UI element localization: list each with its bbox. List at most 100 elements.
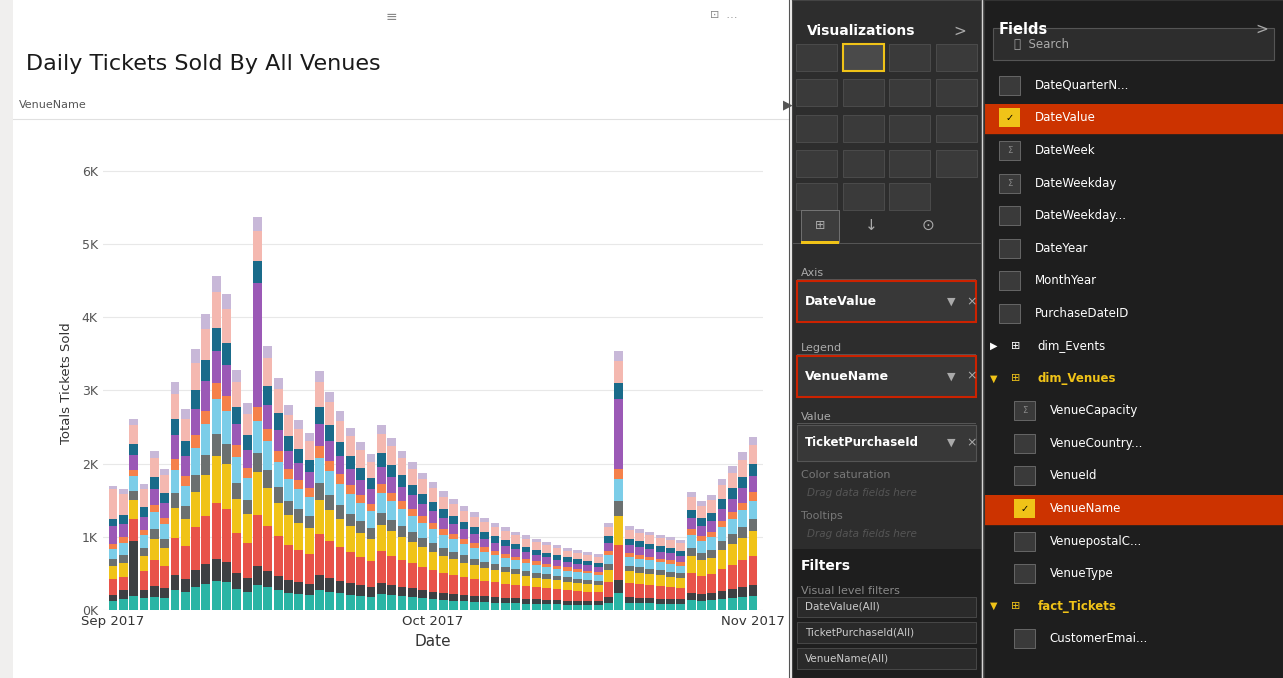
- Bar: [284, 414, 293, 436]
- Bar: [109, 549, 117, 559]
- Bar: [801, 241, 839, 244]
- Bar: [594, 605, 603, 610]
- Bar: [666, 576, 675, 586]
- Bar: [697, 576, 706, 594]
- Bar: [377, 434, 386, 454]
- Bar: [697, 536, 706, 541]
- Bar: [387, 532, 396, 556]
- Bar: [273, 451, 282, 462]
- Bar: [459, 577, 468, 595]
- Bar: [717, 479, 726, 485]
- Bar: [470, 527, 479, 534]
- Bar: [449, 594, 458, 601]
- Bar: [201, 564, 210, 584]
- Bar: [253, 218, 262, 231]
- Bar: [222, 582, 231, 610]
- Bar: [707, 500, 716, 513]
- FancyBboxPatch shape: [797, 356, 976, 397]
- Bar: [109, 544, 117, 549]
- Bar: [584, 555, 593, 561]
- Bar: [119, 494, 128, 515]
- Bar: [889, 44, 930, 71]
- Text: Visualizations: Visualizations: [807, 24, 915, 38]
- Bar: [594, 601, 603, 605]
- Bar: [522, 553, 530, 559]
- Bar: [993, 28, 1274, 60]
- Bar: [459, 601, 468, 610]
- Bar: [429, 570, 438, 591]
- Bar: [470, 548, 479, 559]
- Bar: [346, 428, 355, 437]
- Bar: [935, 44, 976, 71]
- Bar: [109, 595, 117, 601]
- Bar: [470, 602, 479, 610]
- Bar: [212, 327, 221, 351]
- Bar: [676, 556, 685, 562]
- Bar: [398, 597, 407, 610]
- Text: Axis: Axis: [801, 268, 824, 278]
- Bar: [398, 451, 407, 458]
- Bar: [459, 506, 468, 511]
- Bar: [532, 542, 540, 550]
- Bar: [749, 532, 757, 555]
- Bar: [594, 567, 603, 572]
- Bar: [625, 583, 634, 597]
- Bar: [625, 553, 634, 557]
- Bar: [398, 586, 407, 597]
- Bar: [222, 343, 231, 365]
- Bar: [191, 492, 200, 527]
- Bar: [738, 527, 747, 538]
- Bar: [666, 586, 675, 599]
- Bar: [635, 555, 644, 559]
- Bar: [367, 511, 376, 528]
- Text: ▼: ▼: [990, 374, 998, 383]
- Bar: [242, 414, 251, 435]
- Bar: [212, 384, 221, 399]
- Bar: [666, 540, 675, 549]
- Bar: [686, 600, 695, 610]
- Bar: [717, 591, 726, 599]
- Bar: [377, 466, 386, 483]
- Bar: [326, 471, 334, 495]
- Bar: [191, 447, 200, 475]
- Bar: [707, 601, 716, 610]
- Bar: [346, 456, 355, 468]
- Bar: [686, 535, 695, 548]
- Bar: [574, 591, 582, 601]
- Bar: [387, 464, 396, 477]
- Bar: [532, 573, 540, 578]
- Bar: [305, 554, 313, 584]
- Bar: [532, 550, 540, 555]
- Bar: [749, 519, 757, 532]
- Bar: [615, 479, 624, 501]
- Bar: [797, 423, 976, 424]
- Bar: [222, 411, 231, 443]
- Bar: [346, 485, 355, 494]
- Bar: [676, 604, 685, 610]
- Bar: [232, 445, 241, 457]
- Bar: [656, 546, 665, 552]
- Bar: [294, 420, 303, 429]
- Bar: [130, 540, 139, 595]
- Bar: [717, 521, 726, 527]
- Bar: [470, 579, 479, 596]
- Bar: [459, 595, 468, 601]
- Bar: [150, 539, 159, 561]
- Bar: [727, 534, 736, 544]
- Bar: [408, 516, 417, 532]
- Bar: [439, 497, 448, 509]
- Bar: [130, 519, 139, 540]
- Bar: [336, 441, 344, 456]
- Bar: [500, 558, 509, 567]
- Bar: [738, 502, 747, 511]
- Bar: [222, 509, 231, 562]
- Bar: [574, 578, 582, 582]
- Bar: [377, 425, 386, 434]
- Bar: [635, 598, 644, 603]
- Bar: [666, 537, 675, 540]
- Bar: [686, 519, 695, 530]
- Bar: [727, 512, 736, 519]
- Bar: [429, 591, 438, 599]
- Bar: [686, 573, 695, 593]
- Bar: [171, 538, 180, 575]
